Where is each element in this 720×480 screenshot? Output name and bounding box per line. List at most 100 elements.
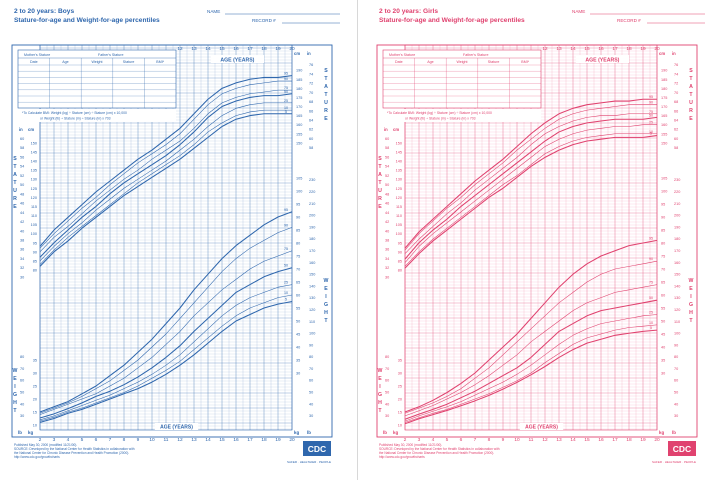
left-stature-in-tick: 52 (20, 174, 24, 178)
cdc-tagline: SAFER · HEALTHIER · PEOPLE (652, 460, 696, 464)
right-weight-lb-tick: 230 (674, 178, 680, 182)
right-stature-cm-tick: 180 (296, 87, 302, 91)
table-header-right: Father's Stature (98, 53, 123, 57)
weight-percentile-10-line (404, 324, 658, 423)
right-weight-kg-tick: 100 (296, 190, 302, 194)
right-stature-in-tick: 76 (309, 63, 313, 67)
left-stature-in-tick: 52 (385, 174, 389, 178)
left-stature-cm-tick: 150 (31, 141, 37, 145)
bottom-age-tick-label: 3 (53, 437, 56, 443)
left-stature-cm-tick: 90 (33, 250, 37, 254)
bottom-age-tick-label: 9 (502, 437, 505, 443)
bmi-note-line-2: or Weight (lb) ÷ Stature (in) ÷ Stature … (405, 117, 476, 121)
right-weight-kg-tick: 75 (661, 255, 665, 259)
right-stature-word-letter: T (689, 92, 693, 98)
bottom-age-tick-label: 20 (654, 437, 660, 443)
bottom-age-tick-label: 10 (514, 437, 520, 443)
footer-line-2: SOURCE: Developed by the National Center… (14, 447, 135, 451)
left-stature-cm-tick: 120 (396, 196, 402, 200)
right-unit-kg: kg (659, 430, 664, 435)
stature-percentile-50-line (404, 116, 658, 260)
right-stature-word-letter: T (324, 92, 328, 98)
top-age-axis-label: AGE (YEARS) (585, 57, 619, 63)
bottom-age-tick-label: 8 (123, 437, 126, 443)
left-stature-cm-tick: 100 (396, 232, 402, 236)
right-unit-lb: lb (307, 430, 311, 435)
stature-percentile-label: 5 (285, 110, 287, 114)
left-stature-cm-tick: 140 (31, 160, 37, 164)
stature-percentile-90-line (404, 104, 657, 251)
left-stature-cm-tick: 145 (31, 150, 37, 154)
left-stature-cm-tick: 125 (396, 187, 402, 191)
right-weight-lb-tick: 70 (309, 367, 313, 371)
right-weight-kg-tick: 40 (296, 346, 300, 350)
right-stature-in-tick: 60 (309, 137, 313, 141)
right-weight-kg-tick: 45 (296, 333, 300, 337)
left-unit-kg: kg (393, 430, 398, 435)
right-weight-kg-tick: 60 (296, 294, 300, 298)
left-stature-in-tick: 50 (385, 183, 389, 187)
left-unit-in: in (19, 127, 23, 132)
bottom-age-tick-label: 11 (529, 437, 534, 443)
right-weight-kg-tick: 75 (296, 255, 300, 259)
top-age-tick-label: 18 (626, 46, 632, 52)
right-weight-lb-tick: 220 (309, 190, 315, 194)
right-unit-kg: kg (294, 430, 299, 435)
girls-chart-sheet: 2 to 20 years: Girls Stature-for-age and … (376, 8, 705, 464)
top-age-label-box (210, 55, 264, 63)
left-weight-lb-tick: 30 (385, 414, 389, 418)
left-stature-in-tick: 54 (385, 165, 389, 169)
right-stature-in-tick: 76 (674, 63, 678, 67)
weight-percentile-label: 10 (649, 321, 653, 325)
right-stature-cm-tick: 170 (661, 105, 667, 109)
bottom-age-tick-label: 16 (233, 437, 239, 443)
left-weight-lb-tick: 30 (20, 414, 24, 418)
top-age-tick-label: 13 (556, 46, 562, 52)
bottom-age-tick-label: 4 (432, 437, 435, 443)
right-weight-lb-tick: 80 (674, 355, 678, 359)
left-stature-in-tick: 38 (385, 238, 389, 242)
table-column-header: Age (427, 60, 433, 64)
left-stature-in-tick: 36 (385, 248, 389, 252)
left-stature-cm-tick: 145 (396, 150, 402, 154)
bottom-age-tick-label: 11 (164, 437, 169, 443)
right-stature-cm-tick: 190 (661, 69, 667, 73)
right-weight-lb-tick: 230 (309, 178, 315, 182)
left-unit-lb: lb (383, 430, 387, 435)
bmi-note-line-1: *To Calculate BMI: Weight (kg) ÷ Stature… (22, 111, 127, 115)
left-stature-cm-tick: 135 (396, 169, 402, 173)
left-weight-lb-tick: 80 (385, 355, 389, 359)
right-weight-lb-tick: 100 (309, 332, 315, 336)
left-stature-in-tick: 40 (20, 229, 24, 233)
left-stature-cm-tick: 130 (396, 178, 402, 182)
right-stature-in-tick: 62 (674, 128, 678, 132)
footer-line-3: the National Center for Chronic Disease … (14, 451, 129, 455)
left-stature-cm-tick: 100 (31, 232, 37, 236)
right-weight-lb-tick: 40 (674, 402, 678, 406)
left-stature-cm-tick: 110 (396, 214, 402, 218)
left-stature-in-tick: 44 (385, 211, 389, 215)
table-column-header: Age (62, 60, 68, 64)
weight-percentile-label: 75 (284, 247, 288, 251)
left-weight-word-letter: G (13, 392, 17, 398)
weight-percentile-25-line (39, 284, 293, 421)
top-age-tick-label: 20 (289, 46, 295, 52)
right-stature-cm-tick: 155 (296, 132, 302, 136)
right-stature-in-tick: 66 (674, 109, 678, 113)
left-weight-kg-tick: 15 (33, 411, 37, 415)
left-weight-word-letter: H (378, 400, 382, 406)
right-weight-word-letter: W (689, 278, 694, 284)
weight-percentile-5-line (39, 300, 293, 423)
right-weight-kg-tick: 30 (296, 372, 300, 376)
right-stature-in-tick: 74 (309, 72, 313, 76)
right-weight-lb-tick: 190 (309, 225, 315, 229)
left-stature-in-tick: 56 (20, 155, 24, 159)
right-weight-lb-tick: 190 (674, 225, 680, 229)
left-stature-in-tick: 58 (385, 146, 389, 150)
left-weight-lb-tick: 80 (20, 355, 24, 359)
bottom-age-tick-label: 5 (81, 437, 84, 443)
measurement-table: Mother's Stature Father's Stature Date Age W… (382, 49, 542, 109)
right-weight-lb-tick: 140 (674, 284, 680, 288)
right-stature-word-letter: E (689, 116, 693, 122)
table-column-header: Date (395, 60, 403, 64)
